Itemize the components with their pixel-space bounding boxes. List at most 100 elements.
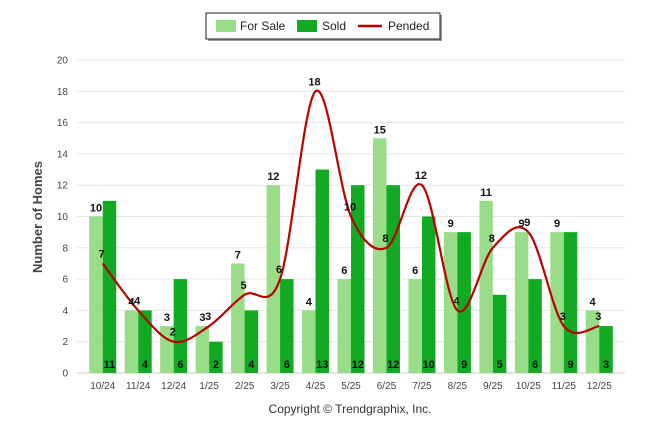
label-for-sale: 9	[554, 218, 560, 230]
label-sold: 5	[497, 359, 503, 371]
pended-series-line	[101, 89, 600, 344]
x-tick-label: 10/25	[516, 381, 541, 392]
y-tick-label: 6	[62, 275, 68, 286]
bar-for-sale	[89, 216, 103, 373]
bar-sold	[244, 310, 259, 373]
bar-sold	[209, 341, 223, 373]
legend-swatch-sold	[297, 20, 317, 32]
label-for-sale: 4	[128, 296, 135, 308]
x-tick-label: 11/24	[126, 381, 151, 392]
y-tick-label: 2	[62, 337, 68, 348]
label-sold: 2	[213, 359, 219, 371]
bar-sold	[599, 326, 613, 373]
bar-for-sale	[479, 200, 493, 373]
label-pended: 3	[595, 311, 601, 323]
label-sold: 9	[567, 359, 573, 371]
label-for-sale: 11	[480, 187, 492, 199]
y-tick-label: 0	[62, 369, 68, 380]
y-tick-label: 16	[57, 118, 69, 129]
label-pended: 2	[170, 327, 176, 339]
label-pended: 9	[524, 217, 530, 229]
label-pended: 4	[453, 295, 460, 307]
y-axis-label: Number of Homes	[30, 161, 45, 273]
label-sold: 6	[532, 359, 538, 371]
label-pended: 12	[415, 170, 427, 182]
bar-sold	[315, 169, 330, 373]
label-pended: 4	[134, 295, 141, 307]
bar-for-sale	[266, 185, 281, 373]
y-tick-label: 10	[57, 212, 69, 223]
y-tick-label: 20	[57, 56, 69, 67]
label-sold: 4	[248, 359, 255, 371]
bar-sold	[138, 310, 152, 373]
label-for-sale: 12	[267, 171, 279, 183]
label-for-sale: 10	[90, 203, 102, 215]
bar-for-sale	[372, 138, 387, 373]
bar-sold	[563, 232, 578, 373]
x-tick-label: 10/24	[90, 381, 115, 392]
label-sold: 4	[142, 359, 149, 371]
label-sold: 12	[387, 359, 399, 371]
label-pended: 8	[382, 233, 388, 245]
bar-for-sale	[408, 279, 422, 373]
label-sold: 10	[423, 359, 435, 371]
bar-for-sale	[231, 263, 245, 373]
bar-for-sale	[195, 326, 210, 373]
label-sold: 6	[284, 359, 290, 371]
copyright-text: Copyright © Trendgraphix, Inc.	[269, 402, 432, 416]
bar-for-sale	[337, 279, 351, 373]
label-pended: 3	[205, 311, 211, 323]
legend-label: Sold	[322, 19, 346, 33]
label-for-sale: 9	[519, 218, 525, 230]
bar-sold	[351, 185, 365, 373]
label-pended: 6	[276, 264, 282, 276]
x-tick-label: 2/25	[235, 381, 255, 392]
data-labels: 1011443632741264136121512610991159699437…	[90, 76, 609, 371]
bar-for-sale	[514, 232, 529, 373]
label-for-sale: 4	[589, 296, 596, 308]
y-tick-label: 18	[57, 87, 69, 98]
label-sold: 3	[603, 359, 609, 371]
bar-sold	[457, 232, 471, 373]
label-pended: 18	[308, 76, 320, 88]
label-pended: 5	[241, 280, 247, 292]
legend-label: For Sale	[240, 19, 286, 33]
bar-sold	[492, 294, 507, 373]
x-tick-label: 12/25	[587, 381, 612, 392]
x-tick-label: 12/24	[161, 381, 186, 392]
x-tick-label: 1/25	[199, 381, 219, 392]
bar-for-sale	[302, 310, 316, 373]
x-tick-label: 9/25	[483, 381, 503, 392]
x-axis-ticks: 10/24 11/24 12/24 1/25 2/25 3/25 4/25 5/25 6/25 7…	[90, 381, 612, 392]
bar-for-sale	[124, 310, 139, 373]
x-tick-label: 4/25	[306, 381, 326, 392]
y-tick-label: 4	[62, 306, 68, 317]
y-tick-label: 8	[62, 243, 68, 254]
pended-line	[101, 89, 600, 344]
label-sold: 11	[104, 359, 116, 371]
label-pended: 3	[560, 311, 566, 323]
label-for-sale: 3	[199, 312, 205, 324]
bar-for-sale	[550, 232, 564, 373]
x-tick-label: 6/25	[377, 381, 397, 392]
label-pended: 10	[344, 202, 356, 214]
label-for-sale: 6	[412, 265, 418, 277]
label-pended: 8	[489, 233, 495, 245]
label-for-sale: 7	[235, 249, 241, 261]
x-tick-label: 7/25	[412, 381, 432, 392]
bar-for-sale	[443, 232, 458, 373]
label-sold: 9	[461, 359, 467, 371]
label-for-sale: 15	[374, 124, 386, 136]
bar-sold	[421, 216, 436, 373]
bar-sold	[528, 279, 542, 373]
label-sold: 13	[316, 359, 328, 371]
y-tick-label: 14	[57, 149, 69, 160]
x-tick-label: 8/25	[448, 381, 468, 392]
legend-label: Pended	[388, 19, 429, 33]
legend-swatch-for-sale	[216, 20, 236, 32]
label-for-sale: 4	[306, 296, 313, 308]
bar-sold	[386, 185, 400, 373]
bar-sold	[280, 279, 294, 373]
label-for-sale: 6	[341, 265, 347, 277]
